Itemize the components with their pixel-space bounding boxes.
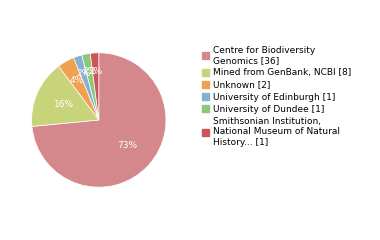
Legend: Centre for Biodiversity
Genomics [36], Mined from GenBank, NCBI [8], Unknown [2]: Centre for Biodiversity Genomics [36], M… bbox=[202, 46, 351, 147]
Wedge shape bbox=[32, 66, 99, 126]
Wedge shape bbox=[59, 58, 99, 120]
Text: 4%: 4% bbox=[69, 76, 84, 84]
Text: 16%: 16% bbox=[54, 100, 74, 109]
Wedge shape bbox=[82, 53, 99, 120]
Text: 2%: 2% bbox=[89, 66, 103, 76]
Wedge shape bbox=[90, 53, 99, 120]
Text: 73%: 73% bbox=[117, 141, 137, 150]
Wedge shape bbox=[74, 55, 99, 120]
Text: 2%: 2% bbox=[82, 67, 97, 76]
Text: 2%: 2% bbox=[76, 69, 90, 78]
Wedge shape bbox=[32, 53, 166, 187]
